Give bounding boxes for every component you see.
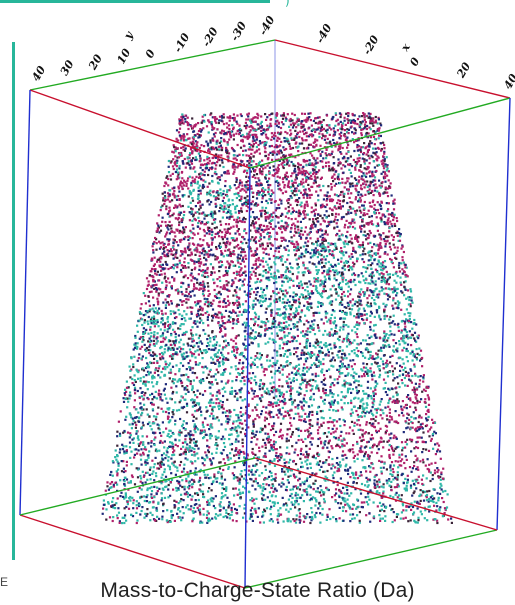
panel-top-border: [0, 0, 270, 3]
x-tick-label: 40: [501, 71, 515, 91]
bounding-box-back: [29, 39, 511, 400]
x-tick-label: 20: [454, 60, 474, 81]
panel-title-fragment: ): [285, 0, 290, 8]
bounding-box-front: [19, 89, 511, 589]
y-tick-label: -10: [171, 31, 192, 55]
y-tick-label: 40: [29, 63, 48, 83]
y-tick-label: 0: [143, 47, 158, 60]
x-tick-label: -20: [360, 33, 381, 57]
y-tick-label: -40: [256, 13, 277, 37]
y-axis-title: y: [121, 28, 137, 42]
panel-left-border: [12, 42, 15, 560]
y-axis-ticks: 40 30 20 10 0 -10 -20 -30 -40: [29, 13, 277, 83]
y-tick-label: -30: [228, 19, 249, 43]
x-axis-title: x: [398, 41, 413, 54]
x-tick-label: 0: [407, 55, 422, 68]
point-cloud: [101, 112, 453, 525]
y-tick-label: -20: [200, 25, 221, 49]
y-tick-label: 20: [86, 52, 106, 73]
x-tick-label: -40: [313, 21, 334, 45]
corner-mark: E: [0, 575, 9, 589]
y-tick-label: 10: [114, 46, 133, 66]
y-tick-label: 30: [58, 58, 77, 78]
axis-caption-mass-to-charge: Mass-to-Charge-State Ratio (Da): [100, 579, 415, 602]
